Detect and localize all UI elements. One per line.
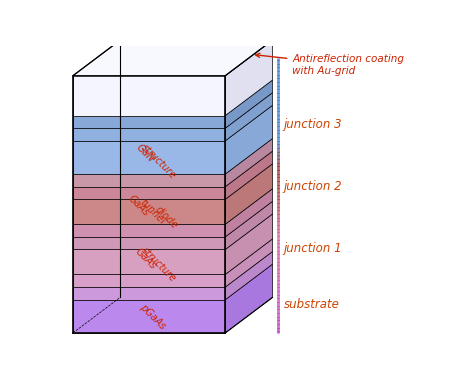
Text: substrate: substrate <box>284 298 339 311</box>
Polygon shape <box>226 214 272 275</box>
Polygon shape <box>73 40 272 76</box>
Polygon shape <box>226 40 272 116</box>
Polygon shape <box>226 264 272 333</box>
Polygon shape <box>226 93 272 141</box>
Polygon shape <box>73 237 226 250</box>
Text: GaAs: GaAs <box>133 247 158 271</box>
Text: tunnel: tunnel <box>138 197 167 226</box>
Text: diode: diode <box>153 205 179 231</box>
Text: pGaAs: pGaAs <box>138 301 167 331</box>
Polygon shape <box>73 275 226 287</box>
Text: GaAs: GaAs <box>126 193 151 218</box>
Polygon shape <box>226 164 272 224</box>
Polygon shape <box>73 128 226 141</box>
Polygon shape <box>226 189 272 237</box>
Text: Antireflection coating
with Au-grid: Antireflection coating with Au-grid <box>256 53 404 76</box>
Polygon shape <box>226 105 272 174</box>
Text: structure: structure <box>140 142 178 180</box>
Text: junction 1: junction 1 <box>284 242 342 255</box>
Polygon shape <box>73 199 226 224</box>
Polygon shape <box>226 80 272 128</box>
Text: structure: structure <box>140 246 178 284</box>
Polygon shape <box>226 252 272 300</box>
Polygon shape <box>73 174 226 187</box>
Text: junction 2: junction 2 <box>284 180 342 193</box>
Text: GaN: GaN <box>134 142 156 164</box>
Polygon shape <box>73 116 226 128</box>
Polygon shape <box>226 151 272 199</box>
Polygon shape <box>73 250 226 275</box>
Polygon shape <box>73 141 226 174</box>
Polygon shape <box>73 76 226 116</box>
Polygon shape <box>226 139 272 187</box>
Polygon shape <box>73 224 226 237</box>
Polygon shape <box>226 201 272 250</box>
Polygon shape <box>73 187 226 199</box>
Text: junction 3: junction 3 <box>284 118 342 131</box>
Polygon shape <box>73 300 226 333</box>
Polygon shape <box>73 287 226 300</box>
Polygon shape <box>226 239 272 287</box>
